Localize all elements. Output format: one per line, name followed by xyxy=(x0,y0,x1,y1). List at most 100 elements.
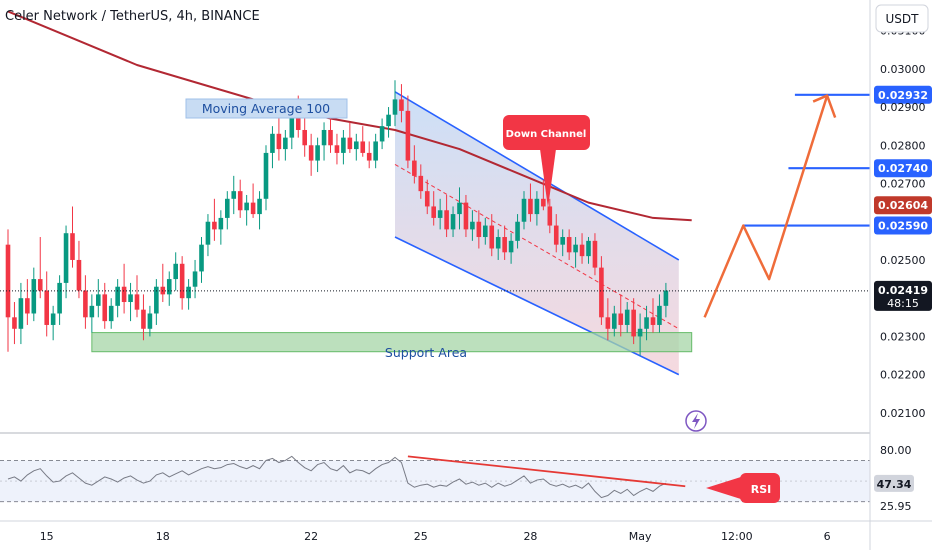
candle-body xyxy=(483,225,488,238)
candle-body xyxy=(502,237,507,253)
candle-body xyxy=(57,282,62,314)
price-tick-label: 0.02700 xyxy=(880,178,926,191)
candle-body xyxy=(334,145,340,153)
rsi-tick-label: 25.95 xyxy=(880,500,912,513)
candle-body xyxy=(225,198,230,218)
rsi-tick-label: 80.00 xyxy=(880,444,912,457)
support-area-rect xyxy=(91,332,693,353)
candle-body xyxy=(37,279,43,291)
candle-body xyxy=(341,137,346,153)
candle-body xyxy=(179,263,185,299)
rsi-trend-line xyxy=(407,455,686,488)
time-tick-label: 25 xyxy=(414,530,428,543)
target-level-value: 0.02932 xyxy=(878,89,928,102)
candle-body xyxy=(76,259,82,291)
candle-body xyxy=(476,221,482,238)
last-price-value: 0.02419 xyxy=(878,284,928,297)
candle-body xyxy=(205,221,211,245)
candle-body xyxy=(618,313,624,325)
candle-body xyxy=(263,152,269,199)
candle-body xyxy=(508,240,514,253)
down-channel-upper-line xyxy=(394,91,680,261)
candle-body xyxy=(283,137,288,150)
support-area-group xyxy=(91,332,693,353)
candle-body xyxy=(586,240,591,257)
candle-body xyxy=(592,240,598,268)
candle-body xyxy=(566,237,572,253)
candle-body xyxy=(547,206,553,226)
candle-body xyxy=(70,233,75,260)
support-area-label: Support Area xyxy=(385,345,467,360)
candle-body xyxy=(457,202,462,215)
candle-body xyxy=(115,286,120,306)
currency-label: USDT xyxy=(886,12,920,26)
projection-arrowhead xyxy=(812,94,837,119)
moving-average-label-box: Moving Average 100 xyxy=(185,98,348,119)
rsi-callout: RSI xyxy=(706,473,780,503)
down-channel-label: Down Channel xyxy=(506,129,587,140)
candle-body xyxy=(108,305,114,322)
candles-group xyxy=(5,80,669,356)
candle-body xyxy=(166,279,172,295)
candle-body xyxy=(192,271,198,287)
rsi-line xyxy=(7,455,667,499)
currency-button[interactable]: USDT xyxy=(875,4,929,33)
projection-group xyxy=(703,94,837,318)
candle-body xyxy=(295,107,301,130)
candle-body xyxy=(470,221,475,230)
price-tick-label: 0.03000 xyxy=(880,63,926,76)
candle-body xyxy=(360,141,366,153)
candle-body xyxy=(424,191,430,207)
candle-body xyxy=(147,313,153,329)
candle-body xyxy=(399,99,404,111)
candle-body xyxy=(412,160,417,176)
candle-body xyxy=(463,202,469,230)
candle-body xyxy=(579,244,585,257)
down-channel-mid-line xyxy=(394,163,680,330)
candle-body xyxy=(431,206,436,218)
price-tick-label: 0.02200 xyxy=(880,369,926,382)
ma-value-text: 0.02604 xyxy=(878,199,928,212)
candle-body xyxy=(321,129,327,146)
candle-body xyxy=(541,198,546,207)
rsi-value-text: 47.34 xyxy=(877,478,912,491)
candle-body xyxy=(366,152,372,161)
last-price-countdown: 48:15 xyxy=(887,297,919,310)
candle-body xyxy=(289,107,295,138)
candle-body xyxy=(354,141,359,150)
candle-body xyxy=(599,267,604,318)
candle-body xyxy=(650,317,656,325)
candle-body xyxy=(560,237,565,245)
candle-body xyxy=(631,309,636,337)
candle-body xyxy=(418,175,424,192)
down-channel-callout: Down Channel xyxy=(503,115,590,208)
ma-value-tag xyxy=(874,196,932,215)
candle-body xyxy=(257,198,262,215)
price-tick-label: 0.02100 xyxy=(880,407,926,420)
moving-average-group xyxy=(7,10,692,222)
time-tick-label: 28 xyxy=(523,530,537,543)
target-level-value: 0.02590 xyxy=(878,220,928,233)
candle-body xyxy=(437,210,443,218)
candle-body xyxy=(5,244,11,318)
time-tick-label: May xyxy=(629,530,652,543)
candle-body xyxy=(63,233,69,283)
candle-body xyxy=(644,317,649,329)
candle-body xyxy=(495,237,501,249)
candle-body xyxy=(534,198,540,215)
time-tick-label: 18 xyxy=(156,530,170,543)
candle-body xyxy=(373,141,378,161)
candle-body xyxy=(612,313,617,329)
lightning-icon[interactable] xyxy=(685,410,707,432)
candle-body xyxy=(450,214,456,230)
candle-body xyxy=(50,313,56,325)
candle-body xyxy=(315,145,320,161)
time-tick-label: 22 xyxy=(304,530,318,543)
candle-body xyxy=(392,99,398,115)
candle-body xyxy=(121,286,127,303)
target-level-value: 0.02740 xyxy=(878,162,928,175)
